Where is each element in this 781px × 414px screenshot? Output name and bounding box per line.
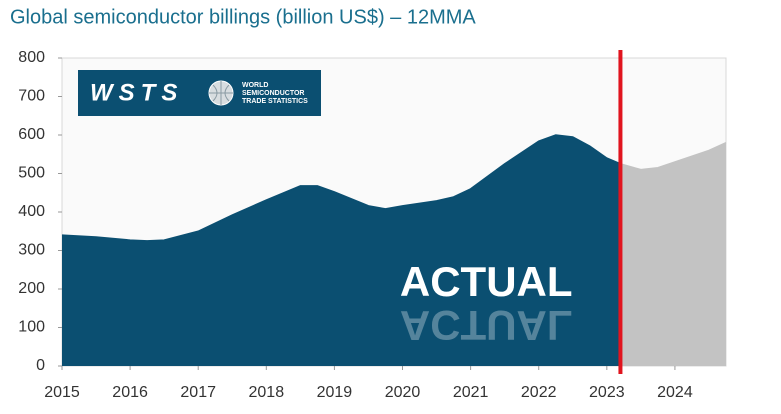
x-tick-label: 2022 bbox=[521, 384, 557, 401]
logo-text: WORLD bbox=[242, 82, 268, 89]
x-tick-label: 2018 bbox=[249, 384, 285, 401]
series-label-reflection: ACTUAL bbox=[400, 302, 573, 349]
y-tick-label: 500 bbox=[18, 165, 45, 182]
y-tick-label: 300 bbox=[18, 242, 45, 259]
area-fill bbox=[62, 135, 621, 366]
logo-text: TRADE STATISTICS bbox=[242, 98, 308, 105]
chart-title: Global semiconductor billings (billion U… bbox=[10, 6, 476, 28]
y-tick-label: 600 bbox=[18, 126, 45, 143]
y-tick-label: 0 bbox=[36, 357, 45, 374]
x-tick-label: 2021 bbox=[453, 384, 489, 401]
logo-text: SEMICONDUCTOR bbox=[242, 90, 304, 97]
x-tick-label: 2020 bbox=[385, 384, 421, 401]
y-tick-label: 400 bbox=[18, 203, 45, 220]
logo-globe-lines bbox=[209, 81, 233, 105]
x-tick-label: 2017 bbox=[180, 384, 216, 401]
y-tick-label: 700 bbox=[18, 88, 45, 105]
logo-mark: WSTS bbox=[90, 79, 183, 106]
x-tick-label: 2019 bbox=[317, 384, 353, 401]
logo-box bbox=[78, 70, 321, 116]
area-fill bbox=[620, 142, 726, 366]
area-line bbox=[620, 142, 727, 171]
x-tick-label: 2023 bbox=[589, 384, 625, 401]
y-tick-label: 200 bbox=[18, 280, 45, 297]
area-line bbox=[61, 134, 621, 242]
x-tick-label: 2015 bbox=[44, 384, 80, 401]
y-tick-label: 800 bbox=[18, 49, 45, 66]
x-tick-label: 2024 bbox=[657, 384, 693, 401]
series-label: ACTUAL bbox=[400, 258, 573, 305]
x-tick-label: 2016 bbox=[112, 384, 148, 401]
y-tick-label: 100 bbox=[18, 319, 45, 336]
